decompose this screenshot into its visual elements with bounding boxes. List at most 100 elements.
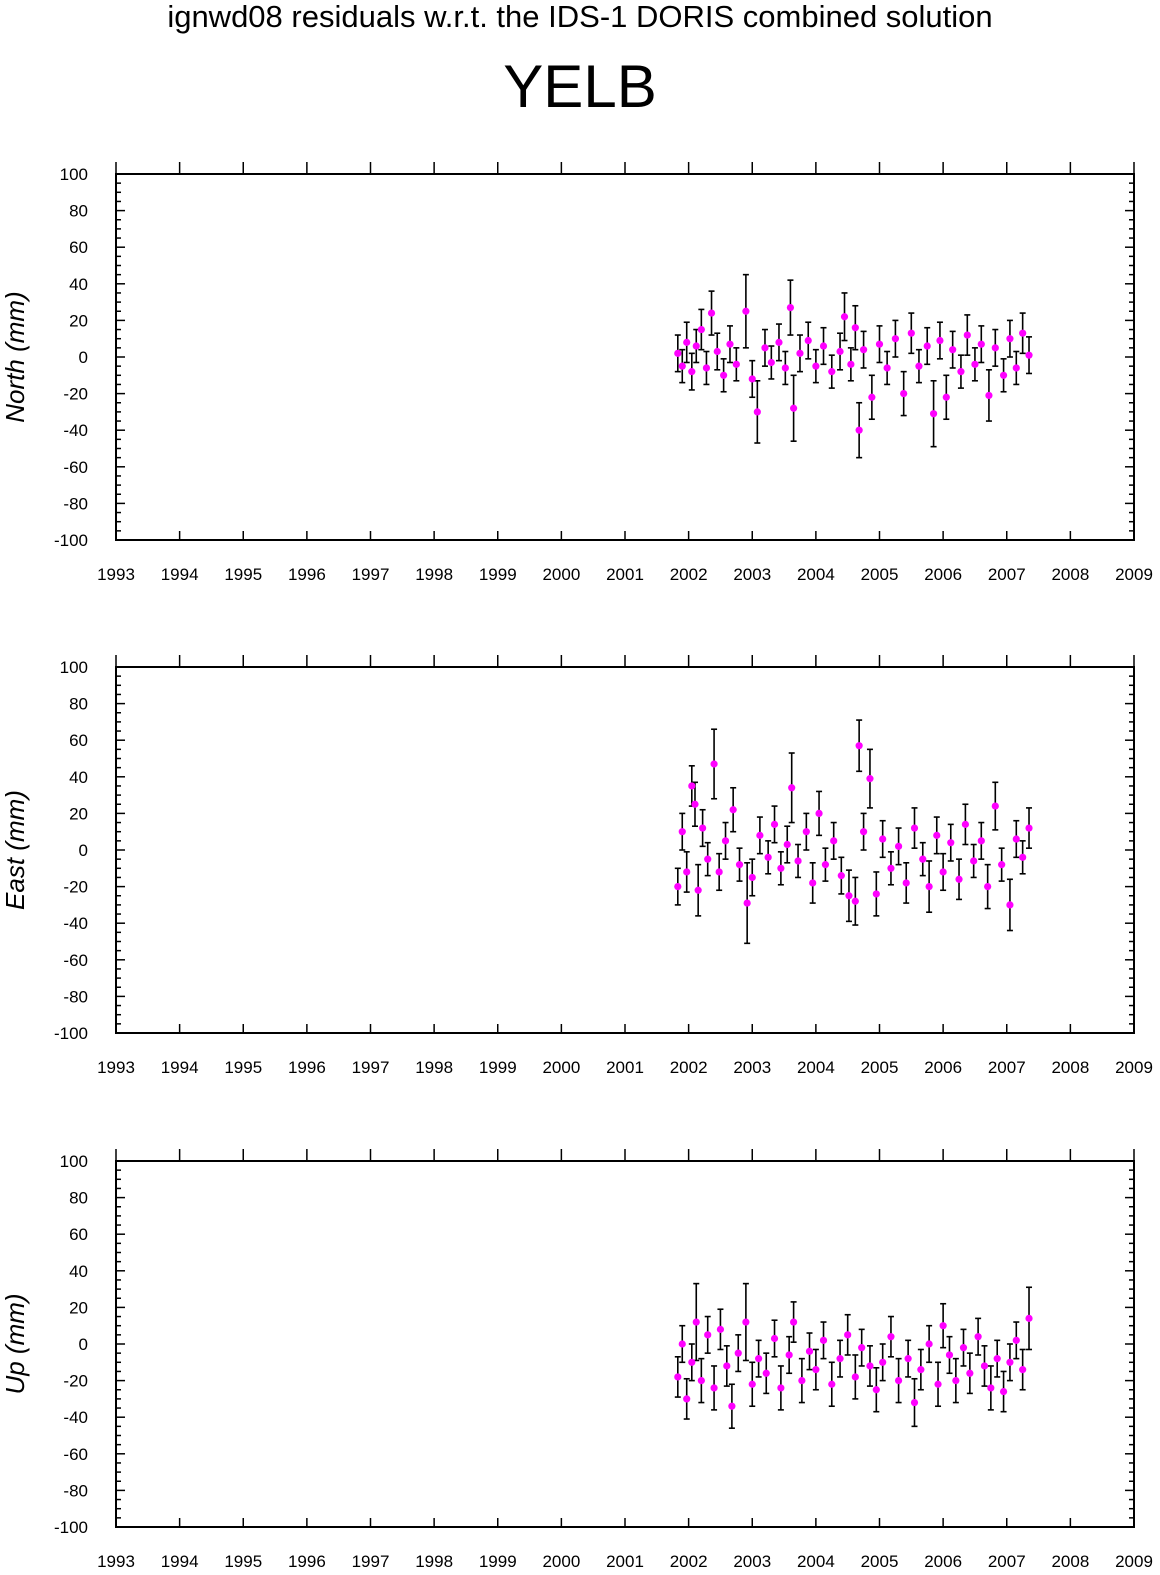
data-point — [812, 362, 820, 370]
x-tick-label: 1993 — [97, 1552, 135, 1571]
x-tick-label: 1996 — [288, 1058, 326, 1077]
x-tick-label: 2002 — [670, 565, 708, 584]
data-point — [1006, 335, 1014, 343]
x-tick-label: 1999 — [479, 1552, 517, 1571]
data-point — [999, 371, 1008, 379]
x-tick-label: 1997 — [352, 1058, 390, 1077]
x-tick-label: 2005 — [861, 1552, 899, 1571]
data-point — [710, 1384, 718, 1392]
data-point — [939, 868, 947, 876]
data-point — [804, 336, 812, 345]
data-point — [785, 1351, 793, 1359]
data-point — [770, 1334, 779, 1343]
data-point — [742, 307, 750, 315]
data-point — [783, 840, 791, 849]
up-panel: 100 80 60 40 20 0 -20 -40 -60 -80 -100 1993 1994 1995… — [0, 1149, 1153, 1571]
y-tick-label: 60 — [69, 1225, 88, 1244]
data-point — [748, 873, 756, 882]
data-point — [767, 358, 775, 367]
data-point — [794, 857, 802, 865]
x-tick-label: 1994 — [161, 565, 199, 584]
x-tick-label: 1997 — [352, 1552, 390, 1571]
x-tick-label: 1995 — [224, 565, 262, 584]
data-point — [674, 349, 682, 357]
y-tick-label: -100 — [54, 531, 88, 550]
data-point — [732, 360, 740, 368]
data-point — [980, 1362, 989, 1370]
x-tick-label: 2003 — [733, 565, 771, 584]
x-tick-label: 2001 — [606, 1058, 644, 1077]
y-tick-label: -20 — [63, 385, 88, 404]
data-point — [704, 855, 712, 863]
data-point — [919, 855, 927, 863]
data-point — [845, 892, 853, 900]
x-tick-label: 2002 — [670, 1552, 708, 1571]
y-tick-label: -100 — [54, 1024, 88, 1043]
y-tick-label: 20 — [69, 804, 88, 823]
data-point — [707, 309, 716, 317]
data-point — [934, 1380, 942, 1388]
y-axis-label: East (mm) — [0, 790, 30, 910]
y-tick-label: -60 — [63, 458, 88, 477]
figure-supertitle: ignwd08 residuals w.r.t. the IDS-1 DORIS… — [167, 0, 993, 34]
data-point — [987, 1384, 995, 1392]
y-tick-label: 60 — [69, 238, 88, 257]
x-tick-label: 2001 — [606, 565, 644, 584]
data-point — [688, 368, 696, 376]
data-point — [966, 1369, 974, 1377]
y-tick-label: 100 — [60, 658, 88, 677]
y-tick-label: 100 — [60, 165, 88, 184]
y-tick-label: -80 — [63, 987, 88, 1006]
data-point — [728, 1402, 736, 1410]
data-point — [828, 1380, 836, 1388]
data-point — [697, 325, 705, 334]
data-point — [715, 868, 723, 876]
y-tick-label: -80 — [63, 1481, 88, 1500]
x-tick-label: 2001 — [606, 1552, 644, 1571]
y-tick-label: 80 — [69, 695, 88, 714]
data-point — [802, 828, 810, 836]
x-tick-label: 2006 — [924, 565, 962, 584]
data-point — [699, 824, 707, 832]
data-point — [723, 1362, 731, 1370]
data-point — [894, 842, 903, 850]
data-point — [879, 1358, 887, 1366]
data-point — [887, 864, 895, 872]
x-tick-label: 1995 — [224, 1058, 262, 1077]
x-tick-label: 1999 — [479, 1058, 517, 1077]
data-point — [697, 1377, 705, 1385]
x-tick-label: 2007 — [988, 1058, 1026, 1077]
data-point — [678, 362, 686, 370]
data-point — [910, 1398, 919, 1407]
data-point — [788, 784, 796, 792]
x-tick-label: 2000 — [542, 1552, 580, 1571]
data-point — [678, 828, 686, 836]
data-point — [798, 1377, 806, 1385]
x-tick-label: 2007 — [988, 1552, 1026, 1571]
data-point — [720, 371, 728, 379]
x-tick-label: 2006 — [924, 1552, 962, 1571]
y-tick-label: 20 — [69, 1298, 88, 1317]
data-point — [915, 362, 923, 370]
data-point — [970, 857, 978, 865]
data-point — [819, 1336, 828, 1344]
data-point — [957, 368, 965, 376]
data-point — [770, 820, 779, 828]
data-point — [691, 800, 699, 808]
data-point — [955, 875, 963, 883]
data-point — [894, 1377, 903, 1385]
data-point — [907, 329, 915, 337]
data-point — [688, 1358, 696, 1366]
data-point — [923, 342, 931, 350]
data-point — [734, 1349, 742, 1357]
data-point — [777, 1384, 785, 1392]
x-tick-label: 2009 — [1115, 1058, 1153, 1077]
plot-frame — [115, 1160, 1135, 1528]
y-tick-label: -60 — [63, 1445, 88, 1464]
y-tick-label: -40 — [63, 421, 88, 440]
data-point — [815, 809, 823, 818]
y-tick-label: 100 — [60, 1152, 88, 1171]
data-point — [753, 408, 761, 416]
data-point — [984, 883, 992, 891]
data-point — [859, 346, 868, 354]
